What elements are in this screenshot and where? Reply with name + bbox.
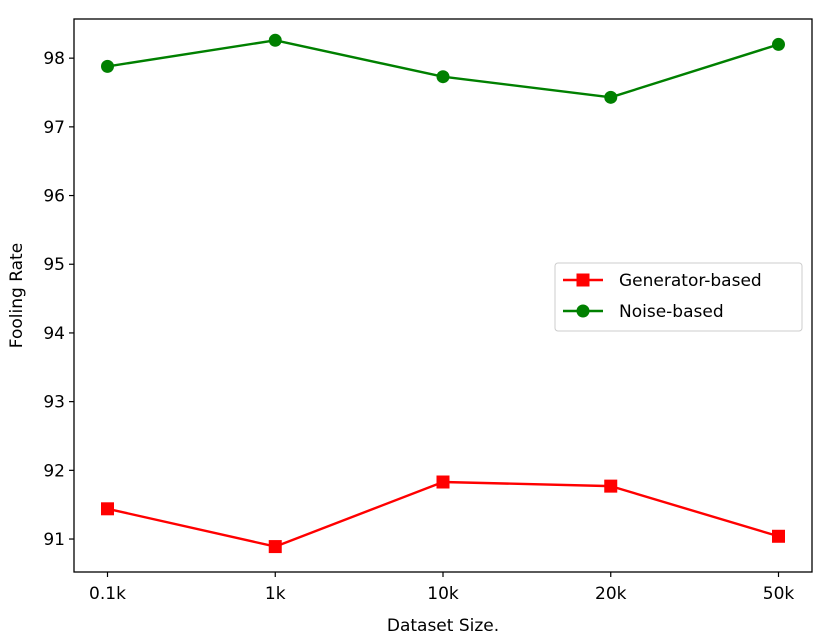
data-point [604, 90, 618, 104]
series-layer [101, 33, 785, 554]
legend-marker-noise [576, 304, 590, 318]
y-tick-label: 97 [43, 118, 65, 138]
x-tick-label: 10k [427, 584, 459, 604]
legend-box [554, 262, 803, 332]
legend: Generator-based Noise-based [554, 262, 803, 332]
y-tick-label: 93 [43, 393, 65, 413]
legend-label-noise: Noise-based [619, 302, 724, 322]
legend-marker-generator [576, 273, 590, 287]
x-tick-label: 0.1k [89, 584, 126, 604]
data-point [268, 540, 282, 554]
data-point [101, 502, 114, 516]
x-axis-label: Dataset Size. [387, 616, 499, 636]
y-tick-label: 95 [43, 255, 65, 275]
y-tick-label: 92 [43, 461, 65, 481]
data-point [772, 529, 785, 543]
data-point [101, 59, 114, 73]
x-tick-label: 1k [265, 584, 286, 604]
y-ticks: 91 92 93 94 95 96 97 98 [43, 49, 74, 550]
data-point [436, 70, 450, 84]
data-point [436, 475, 450, 489]
x-ticks: 0.1k 1k 10k 20k 50k [89, 572, 794, 604]
data-point [268, 33, 282, 47]
y-tick-label: 98 [43, 49, 65, 69]
legend-label-generator: Generator-based [619, 271, 762, 291]
x-tick-label: 20k [595, 584, 627, 604]
y-axis-label: Fooling Rate [7, 243, 27, 348]
y-tick-label: 91 [43, 530, 65, 550]
x-tick-label: 50k [763, 584, 795, 604]
series-generator-based [101, 475, 785, 554]
data-point [772, 37, 785, 51]
y-tick-label: 96 [43, 187, 65, 207]
data-point [604, 479, 618, 493]
series-noise-based [101, 33, 785, 104]
y-tick-label: 94 [43, 324, 65, 344]
